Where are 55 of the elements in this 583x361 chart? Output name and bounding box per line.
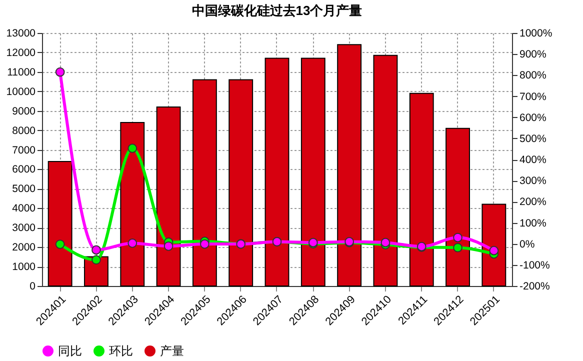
- y-tick-label: 5000: [12, 183, 36, 196]
- y2-tick-label: 500%: [520, 132, 546, 145]
- y-tick-label: 3000: [12, 222, 36, 234]
- y2-tick-label: -200%: [520, 280, 550, 292]
- y-tick-label: 0: [30, 280, 36, 292]
- y2-tick-label: 100%: [520, 217, 546, 230]
- bar: [300, 58, 326, 286]
- point: [55, 67, 65, 77]
- y-tick-label: 13000: [6, 28, 36, 40]
- bar: [373, 54, 398, 286]
- point: [453, 242, 462, 252]
- y-tick-label: 6000: [12, 164, 36, 176]
- y2-tick-label: -100%: [520, 259, 550, 272]
- y2-tick-label: 700%: [520, 90, 546, 103]
- bar: [228, 79, 254, 286]
- y-tick-label: 1000: [12, 261, 36, 274]
- point: [200, 239, 210, 249]
- point: [380, 238, 390, 248]
- point: [453, 232, 462, 242]
- point: [55, 240, 65, 249]
- point: [489, 246, 499, 256]
- y2-tick-label: 400%: [520, 154, 546, 166]
- legend-label: 产量: [160, 344, 184, 358]
- y2-tick-label: 900%: [520, 48, 546, 61]
- y2-tick-label: 1000%: [520, 28, 552, 40]
- point: [92, 255, 101, 265]
- y2-tick-label: 800%: [520, 70, 546, 82]
- y-tick-label: 12000: [6, 46, 36, 59]
- point: [164, 241, 174, 251]
- y-tick-label: 11000: [7, 66, 36, 78]
- y2-tick-label: 300%: [520, 175, 546, 188]
- bar: [264, 58, 290, 286]
- bar: [192, 79, 217, 286]
- y2-tick-label: 200%: [520, 196, 546, 208]
- y-tick-label: 7000: [12, 144, 36, 156]
- bar: [446, 128, 470, 286]
- bar: [156, 106, 181, 286]
- y-tick-label: 10000: [6, 86, 36, 98]
- point: [128, 144, 138, 153]
- bar: [120, 122, 145, 286]
- bar: [482, 204, 506, 286]
- bar: [409, 92, 434, 286]
- bar: [337, 44, 362, 286]
- legend-label: 环比: [109, 344, 133, 358]
- chart-title: 中国绿碳化硅过去13个月产量: [192, 3, 362, 18]
- y-tick-label: 9000: [12, 105, 36, 118]
- legend-label: 同比: [58, 344, 82, 358]
- point: [128, 238, 138, 248]
- y-tick-label: 2000: [12, 242, 36, 254]
- y2-tick-label: 0%: [520, 238, 535, 250]
- y2-tick-label: 600%: [520, 112, 546, 124]
- y-tick-label: 8000: [12, 124, 36, 137]
- bar: [48, 160, 72, 286]
- y-tick-label: 4000: [12, 202, 36, 215]
- point: [92, 245, 101, 255]
